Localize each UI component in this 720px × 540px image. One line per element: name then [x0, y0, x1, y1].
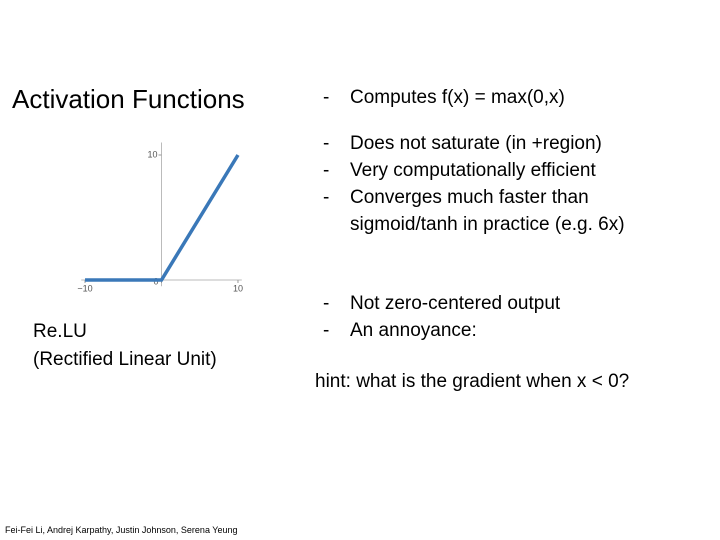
- hint: hint: what is the gradient when x < 0?: [315, 371, 630, 392]
- bullet: Converges much faster than sigmoid/tanh …: [319, 184, 639, 238]
- bullet-list: Not zero-centered outputAn annoyance:: [319, 290, 679, 344]
- bullet: Does not saturate (in +region): [319, 130, 639, 157]
- caption-line: (Rectified Linear Unit): [33, 349, 217, 370]
- slide-title: Activation Functions: [12, 84, 245, 114]
- bullet-list: Computes f(x) = max(0,x): [319, 84, 679, 111]
- caption: Re.LU (Rectified Linear Unit): [33, 318, 217, 374]
- caption-line: Re.LU: [33, 321, 87, 342]
- footer: Fei-Fei Li, Andrej Karpathy, Justin John…: [5, 525, 238, 535]
- bullet: Computes f(x) = max(0,x): [319, 84, 679, 111]
- y-tick-label: 10: [147, 149, 157, 159]
- x-tick-label: −10: [77, 283, 92, 293]
- bullet: Not zero-centered output: [319, 290, 679, 317]
- bullet: An annoyance:: [319, 317, 679, 344]
- bullet-list: Does not saturate (in +region)Very compu…: [319, 130, 639, 238]
- bullet: Very computationally efficient: [319, 157, 639, 184]
- x-tick-label: 10: [233, 283, 243, 293]
- relu-line: [85, 154, 240, 282]
